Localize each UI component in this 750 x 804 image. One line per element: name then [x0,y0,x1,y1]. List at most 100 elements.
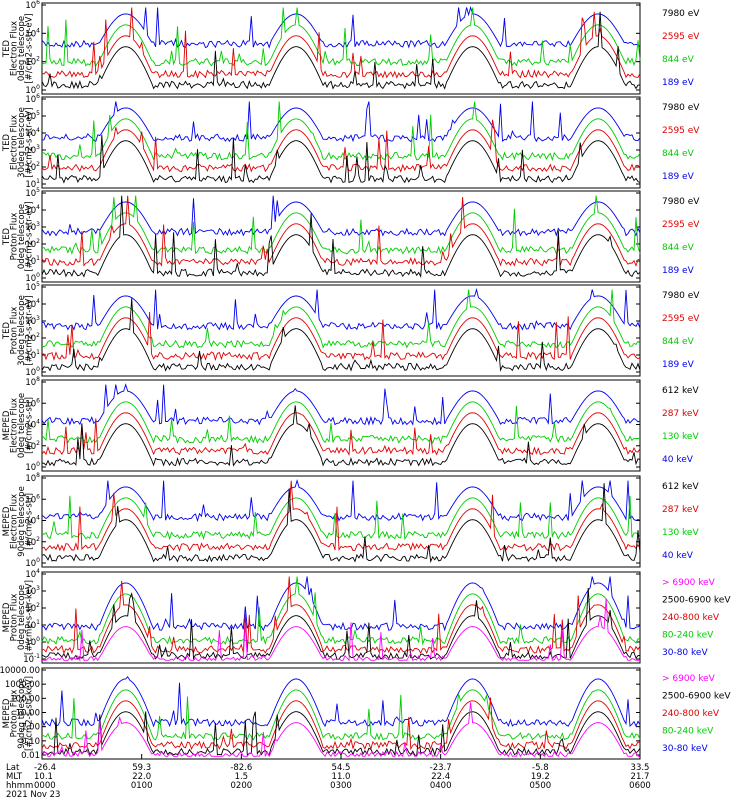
series-trace [41,195,641,237]
series-trace [41,287,641,331]
y-tick-label: 100.00 [10,694,40,704]
y-tick-label: 104 [25,419,40,431]
legend-entry: 7980 eV [662,103,700,113]
series-trace [41,576,641,655]
y-axis-label: [#/cm2-s-str-eV] [25,13,35,83]
x-row-label: MLT [6,772,23,782]
x-tick-time: 0300 [330,781,352,791]
y-tick-label: 103 [25,315,40,327]
y-tick-label: 104 [25,568,40,580]
x-tick-mlt: 22.4 [431,772,450,782]
legend-entry: 80-240 keV [662,727,714,737]
y-tick-label: 100 [25,272,40,284]
series-trace [41,401,641,445]
x-tick-time: 0200 [231,781,253,791]
y-tick-label: 105 [25,187,40,199]
series-trace [41,7,641,79]
series-trace [41,479,641,523]
legend-entry: 189 eV [662,78,695,88]
legend-entry: 189 eV [662,172,695,182]
y-tick-label: 103 [25,585,40,597]
y-tick-label: 102 [25,56,40,68]
date-label: 2021 Nov 23 [6,790,60,800]
series-trace [41,675,641,728]
y-axis-label: Electron Flux [10,115,20,170]
series-trace [41,576,641,646]
legend-entry: 40 keV [662,455,694,465]
y-axis-label: 0deg telescope [17,204,27,269]
series-trace [41,289,641,349]
legend-entry: 844 eV [662,243,695,253]
series-trace [41,697,641,751]
y-tick-label: 105 [25,281,40,293]
y-axis-label: [#/cm2-s-str-eV] [25,295,35,365]
x-tick-time: 0100 [131,781,153,791]
y-tick-label: 102 [25,536,40,548]
panel-frame [41,284,641,377]
x-tick-mlt: 1.5 [235,772,249,782]
x-tick-mlt: 22.0 [132,772,151,782]
x-tick-time: 0500 [530,781,552,791]
y-tick-label: 106 [25,0,40,11]
series-trace [41,7,641,67]
y-tick-label: 100 [25,84,40,96]
y-tick-label: 108 [25,376,40,388]
y-tick-label: 101 [25,349,40,361]
y-axis-label: [#/cm2-s-str-keV] [25,580,35,655]
series-trace [41,405,641,467]
y-axis-label: MEPED [2,410,12,440]
y-tick-label: 1000.00 [5,680,40,690]
legend-entry: 30-80 keV [662,648,708,658]
y-tick-label: 100 [25,461,40,473]
y-tick-label: 104 [25,204,40,216]
legend-entry: 2500-6900 keV [662,692,731,702]
legend-entry: 844 eV [662,149,695,159]
y-axis-label: MEPED [2,602,12,632]
legend-entry: 612 keV [662,386,699,396]
y-tick-label: 100 [25,366,40,378]
legend-entry: 287 keV [662,505,699,515]
x-tick-lat: -26.4 [34,763,56,773]
x-tick-mlt: 11.0 [332,772,351,782]
y-axis-label: TED [2,321,12,340]
legend-entry: 30-80 keV [662,744,708,754]
y-tick-label: 10-1 [23,653,40,665]
y-tick-label: 103 [25,144,40,156]
legend-entry: 7980 eV [662,197,700,207]
panel-frame [41,96,641,189]
y-tick-label: 101 [25,255,40,267]
y-tick-label: 102 [25,440,40,452]
series-trace [41,5,641,49]
y-tick-label: 104 [25,27,40,39]
y-axis-label: 0deg telescope [17,16,27,81]
y-tick-label: 102 [25,238,40,250]
y-axis-label: [#/cm2-s-str-eV] [25,107,35,177]
series-trace [41,195,641,255]
y-axis-label: 90deg telescope [17,486,27,557]
y-axis-label: 0deg telescope [17,585,27,650]
y-axis-label: MEPED [2,698,12,728]
y-axis-label: 30deg telescope [17,107,27,178]
series-trace [41,195,641,267]
y-tick-label: 102 [25,161,40,173]
y-axis-label: [#/cm2-s-str-keV] [25,676,35,751]
y-tick-label: 0.01 [21,751,40,761]
x-tick-lat: 54.5 [332,763,351,773]
y-axis-label: 0deg telescope [17,393,27,458]
legend-entry: 2595 eV [662,220,700,230]
y-axis-label: Electron Flux [10,398,20,453]
y-tick-label: 106 [25,93,40,105]
series-trace [41,134,641,184]
series-trace [41,119,641,173]
x-tick-lat: -5.8 [532,763,549,773]
y-axis-label: MEPED [2,506,12,536]
x-tick-time: 0400 [430,781,452,791]
legend-entry: 80-240 keV [662,631,714,641]
x-tick-mlt: 21.7 [631,772,650,782]
legend-entry: 287 keV [662,409,699,419]
